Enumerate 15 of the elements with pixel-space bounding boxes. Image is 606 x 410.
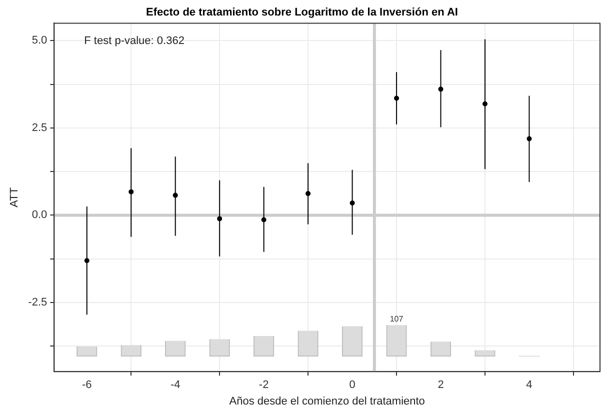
x-tick-label: 2	[438, 379, 444, 392]
chart-title: Efecto de tratamiento sobre Logaritmo de la Inversión en AI	[146, 6, 458, 19]
y-axis-title: ATT	[8, 187, 21, 208]
x-tick-label: 0	[349, 379, 356, 392]
y-tick-label: 5.0	[32, 34, 48, 47]
x-tick-label: -4	[170, 379, 180, 392]
annotation: F test p-value: 0.362	[84, 35, 184, 48]
x-tick-label: -2	[258, 379, 269, 392]
x-tick-label: 4	[526, 379, 532, 392]
y-tick-label: 2.5	[32, 122, 48, 134]
y-tick-label: 0.0	[32, 209, 48, 222]
annotation: 107	[390, 314, 404, 324]
x-tick-label: -6	[82, 379, 92, 392]
x-axis-title: Años desde el comienzo del tratamiento	[229, 395, 425, 408]
y-tick-label: -2.5	[28, 296, 48, 309]
